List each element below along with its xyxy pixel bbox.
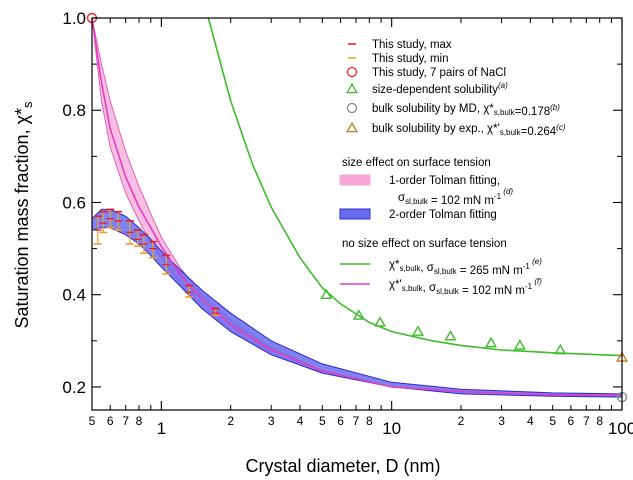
x-minor-tick-label: 8 bbox=[136, 414, 143, 428]
legend-label: This study, min bbox=[372, 53, 448, 65]
x-minor-tick-label: 2 bbox=[227, 414, 234, 428]
legend-label: σsl,bulk = 102 mN m-1 (d) bbox=[398, 187, 513, 207]
legend-symbol bbox=[346, 121, 358, 133]
legend-item-heading-size: size effect on surface tension bbox=[342, 157, 491, 169]
legend-symbol bbox=[346, 66, 358, 78]
legend-item-size-dep: size-dependent solubility(a) bbox=[346, 81, 508, 96]
legend-item-line-e: χ*s,bulk, σsl,bulk = 265 mN m-1 (e) bbox=[340, 257, 542, 277]
series-line-e bbox=[207, 18, 622, 357]
marker-triangle bbox=[411, 325, 424, 336]
plot-area bbox=[92, 18, 622, 398]
x-tick-label: 1 bbox=[157, 419, 166, 438]
legend-item-tolman2: 2-order Tolman fitting bbox=[339, 208, 497, 221]
plot-frame bbox=[91, 17, 623, 411]
marker-triangle bbox=[444, 330, 457, 341]
legend-symbol bbox=[346, 82, 358, 94]
legend-item-max: This study, max bbox=[348, 39, 452, 51]
marker-triangle bbox=[554, 343, 567, 355]
legend-item-bulk-md: bulk solubility by MD, χ*s,bulk=0.178(b) bbox=[346, 102, 560, 118]
x-minor-tick-label: 6 bbox=[337, 414, 344, 428]
legend-item-line-f: χ*'s,bulk, σsl,bulk = 102 mN m-1 (f) bbox=[340, 277, 542, 297]
marker-triangle bbox=[320, 288, 333, 300]
x-minor-tick-label: 7 bbox=[122, 414, 129, 428]
x-minor-tick-label: 8 bbox=[596, 414, 603, 428]
y-tick-label: 0.6 bbox=[62, 193, 86, 212]
legend-item-bulk-exp: bulk solubility by exp., χ*'s,bulk=0.264… bbox=[346, 121, 566, 138]
x-tick-label: 100 bbox=[608, 419, 633, 438]
legend-label: χ*s,bulk, σsl,bulk = 265 mN m-1 (e) bbox=[389, 257, 542, 277]
legend-symbol bbox=[346, 102, 358, 114]
legend-label: bulk solubility by MD, χ*s,bulk=0.178(b) bbox=[372, 103, 560, 118]
legend-label: bulk solubility by exp., χ*'s,bulk=0.264… bbox=[372, 123, 566, 138]
x-minor-tick-label: 2 bbox=[458, 414, 465, 428]
y-tick-label: 0.4 bbox=[62, 286, 86, 305]
legend-item-min: This study, min bbox=[348, 53, 448, 65]
legend: This study, max This study, min This study… bbox=[339, 39, 566, 297]
legend-item-tolman1b: σsl,bulk = 102 mN m-1 (d) bbox=[398, 187, 513, 207]
y-tick-label: 1.0 bbox=[62, 9, 86, 28]
legend-label: size effect on surface tension bbox=[342, 157, 491, 169]
marker-triangle bbox=[513, 339, 526, 350]
legend-symbol bbox=[339, 174, 371, 186]
legend-label: This study, 7 pairs of NaCl bbox=[372, 67, 506, 79]
legend-label: 1-order Tolman fitting, bbox=[389, 175, 500, 187]
x-minor-tick-label: 5 bbox=[89, 414, 96, 428]
y-tick-label: 0.2 bbox=[62, 378, 86, 397]
marker-triangle bbox=[352, 309, 365, 320]
x-minor-tick-label: 7 bbox=[583, 414, 590, 428]
band-tolman-2order bbox=[92, 208, 622, 398]
x-minor-tick-label: 7 bbox=[353, 414, 360, 428]
legend-label: no size effect on surface tension bbox=[342, 238, 507, 250]
band-tolman-1order bbox=[92, 18, 323, 374]
x-minor-tick-label: 6 bbox=[107, 414, 114, 428]
x-minor-tick-label: 5 bbox=[549, 414, 556, 428]
x-minor-tick-label: 3 bbox=[498, 414, 505, 428]
x-minor-tick-label: 6 bbox=[568, 414, 575, 428]
x-minor-tick-label: 4 bbox=[527, 414, 534, 428]
x-minor-tick-label: 4 bbox=[297, 414, 304, 428]
legend-label: size-dependent solubility(a) bbox=[372, 81, 508, 96]
x-minor-tick-label: 8 bbox=[366, 414, 373, 428]
x-minor-tick-label: 5 bbox=[319, 414, 326, 428]
legend-label: This study, max bbox=[372, 39, 452, 51]
legend-item-tolman1: 1-order Tolman fitting, bbox=[339, 174, 500, 187]
y-axis-title: Saturation mass fraction, χ*s bbox=[12, 101, 35, 329]
x-axis-title: Crystal diameter, D (nm) bbox=[245, 456, 440, 476]
legend-item-heading-nosize: no size effect on surface tension bbox=[342, 238, 507, 250]
legend-label: 2-order Tolman fitting bbox=[389, 209, 497, 221]
x-minor-tick-label: 3 bbox=[268, 414, 275, 428]
x-tick-label: 10 bbox=[382, 419, 401, 438]
legend-item-pairs: This study, 7 pairs of NaCl bbox=[346, 66, 506, 79]
marker-triangle bbox=[374, 316, 387, 327]
series-line-f bbox=[92, 18, 622, 396]
legend-symbol bbox=[339, 208, 371, 220]
y-tick-label: 0.8 bbox=[62, 101, 86, 120]
legend-label: χ*'s,bulk, σsl,bulk = 102 mN m-1 (f) bbox=[389, 277, 542, 297]
marker-triangle bbox=[485, 336, 498, 348]
